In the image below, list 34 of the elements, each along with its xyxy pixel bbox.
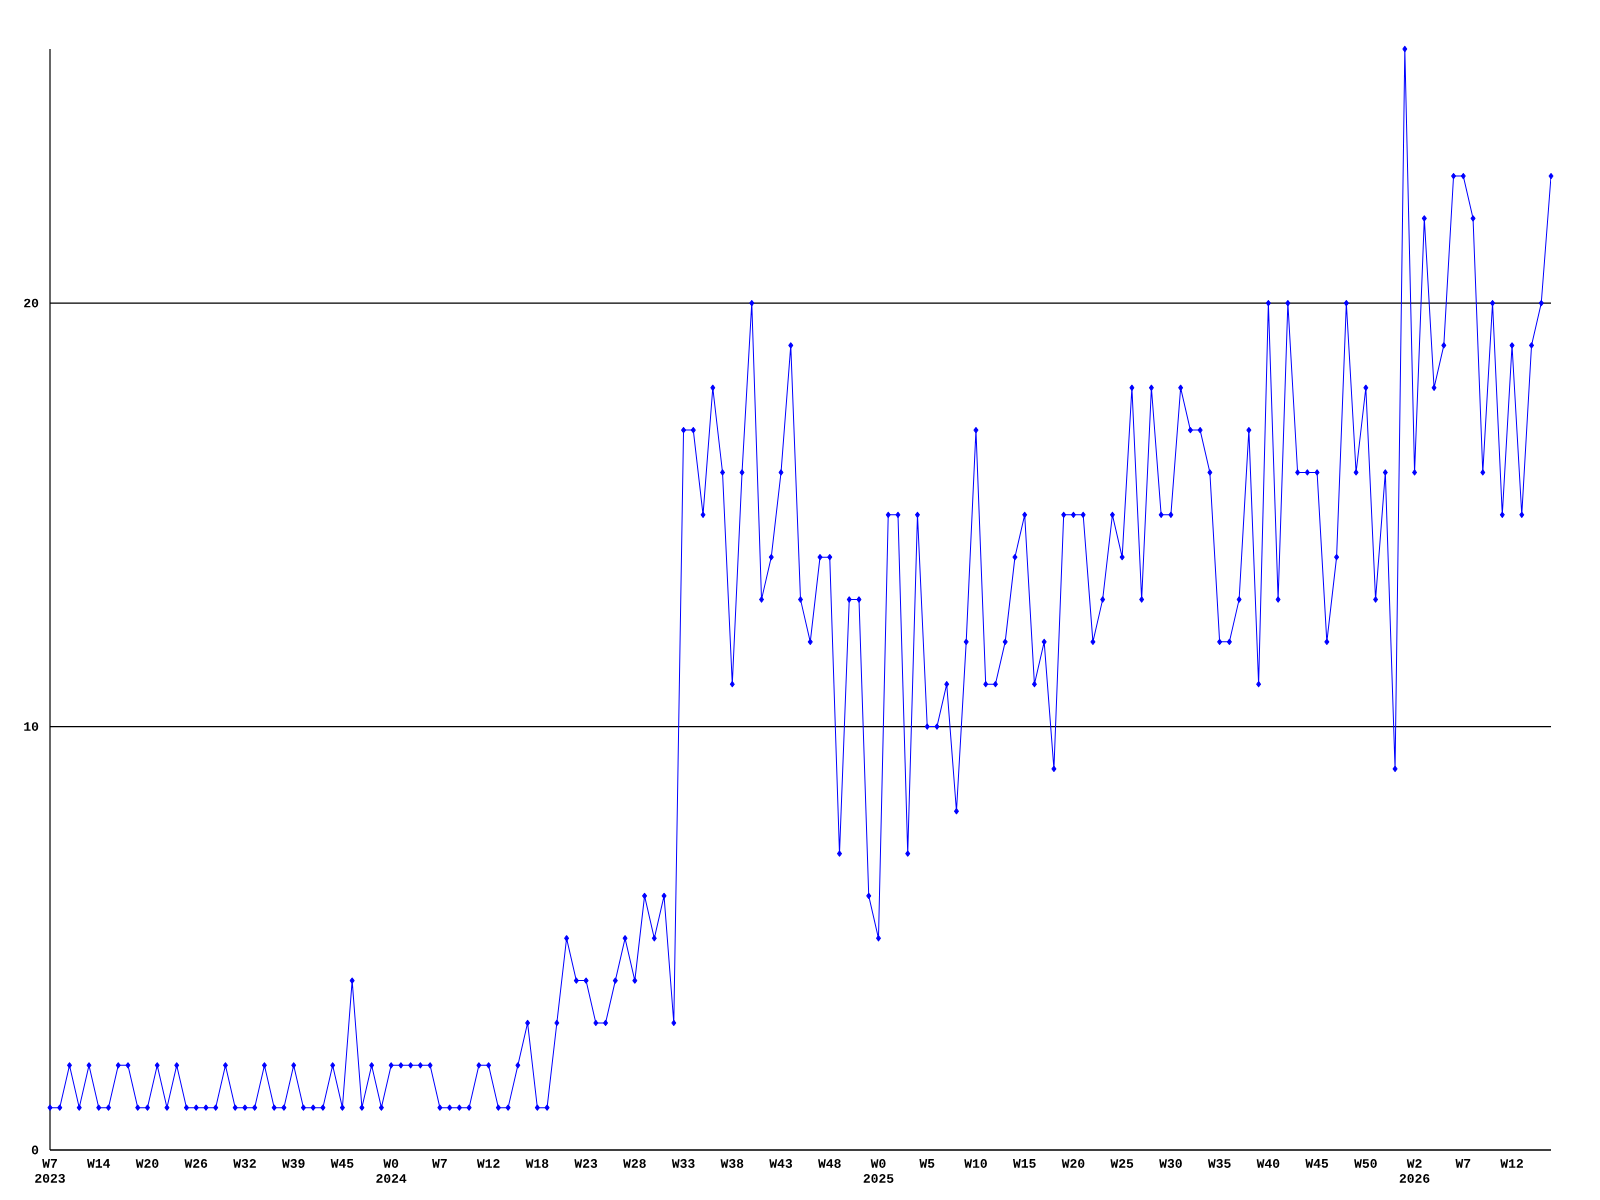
x-tick-label: W30 bbox=[1159, 1159, 1182, 1168]
x-tick-label: W48 bbox=[818, 1159, 841, 1168]
x-tick-label: W28 bbox=[623, 1159, 646, 1168]
x-tick-label: W25 bbox=[1110, 1159, 1134, 1168]
x-tick-label: W0 2025 bbox=[863, 1159, 894, 1183]
x-tick-label: W7 bbox=[1455, 1159, 1471, 1168]
x-tick-label: W40 bbox=[1256, 1159, 1280, 1168]
x-tick-label: W2 2026 bbox=[1399, 1159, 1430, 1183]
x-tick-label: W32 bbox=[233, 1159, 256, 1168]
x-tick-label: W45 bbox=[330, 1159, 354, 1168]
y-tick-label: 10 bbox=[24, 722, 39, 731]
x-tick-label: W35 bbox=[1207, 1159, 1231, 1168]
x-tick-label: W33 bbox=[671, 1159, 695, 1168]
x-tick-label: W5 bbox=[919, 1159, 935, 1168]
x-tick-label: W7 bbox=[432, 1159, 447, 1168]
x-tick-label: W0 2024 bbox=[376, 1159, 407, 1183]
x-tick-label: W20 bbox=[1061, 1159, 1085, 1168]
x-tick-label: W7 2023 bbox=[35, 1159, 65, 1183]
x-tick-label: W12 bbox=[476, 1159, 500, 1168]
x-tick-label: W50 bbox=[1354, 1159, 1377, 1168]
x-tick-label: W38 bbox=[720, 1159, 744, 1168]
x-tick-label: W23 bbox=[574, 1159, 598, 1168]
x-tick-label: W14 bbox=[87, 1159, 111, 1168]
x-tick-label: W45 bbox=[1305, 1159, 1329, 1168]
x-tick-label: W39 bbox=[281, 1159, 305, 1168]
x-tick-label: W10 bbox=[964, 1159, 987, 1168]
x-tick-label: W12 bbox=[1500, 1159, 1523, 1168]
x-tick-label: W18 bbox=[525, 1159, 549, 1168]
y-tick-label: 0 bbox=[31, 1145, 39, 1155]
y-tick-label: 20 bbox=[24, 298, 39, 308]
x-tick-label: W26 bbox=[184, 1159, 208, 1168]
x-tick-label: W20 bbox=[135, 1159, 159, 1168]
x-tick-label: W15 bbox=[1012, 1159, 1036, 1168]
x-tick-label: W43 bbox=[769, 1159, 793, 1168]
